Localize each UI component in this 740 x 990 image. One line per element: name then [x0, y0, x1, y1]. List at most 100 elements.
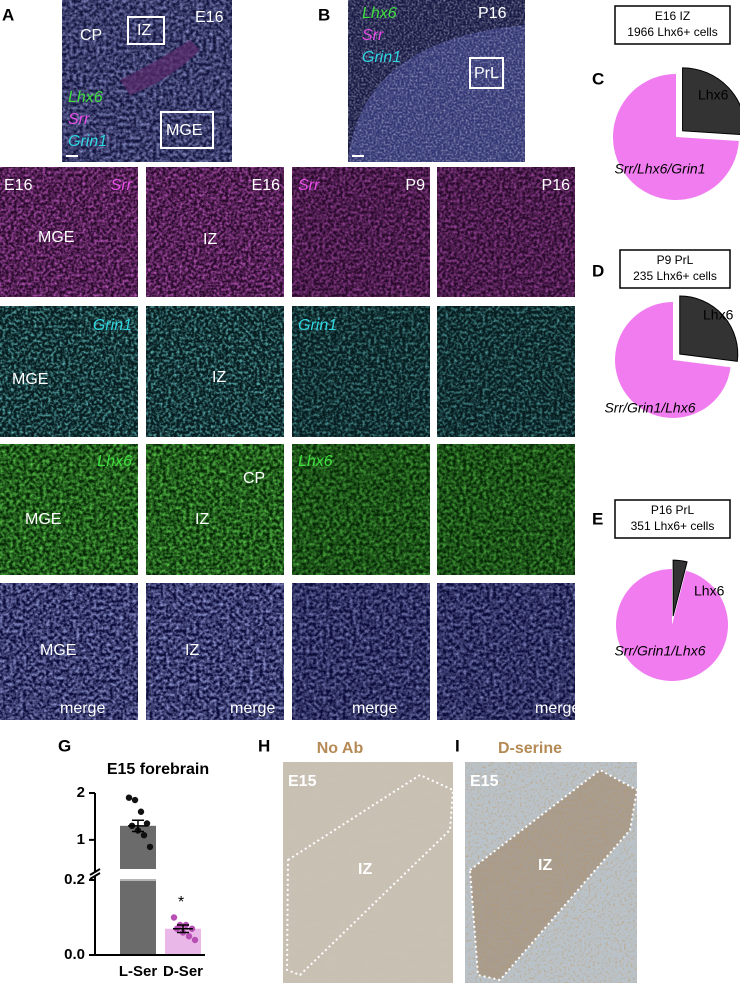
panel-letter: I	[455, 736, 460, 755]
label: IZ	[212, 369, 226, 386]
title-box	[619, 249, 731, 289]
chart-subtitle: 1966 Lhx6+ cells	[627, 25, 717, 39]
label: E15	[470, 773, 499, 790]
slice-label: Srr/Grin1/Lhx6	[614, 643, 705, 659]
label: merge	[60, 700, 105, 717]
label: IZ	[195, 511, 209, 528]
panel-a: CP IZ E16 Lhx6 Srr Grin1 MGE	[62, 0, 232, 162]
micrograph-texture	[292, 167, 430, 297]
label: Lhx6	[68, 89, 103, 106]
panel-letter: H	[258, 736, 270, 755]
charts: E16 IZ 1966 Lhx6+ cells Lhx6 Srr/Lhx6/Grin1…	[64, 5, 740, 980]
error-bar	[173, 924, 193, 934]
label: IZ	[358, 861, 372, 878]
micrograph-texture	[0, 306, 138, 437]
label: MGE	[166, 122, 202, 139]
label: PrL	[474, 65, 499, 82]
label: CP	[243, 470, 265, 487]
micrograph-texture	[0, 444, 138, 575]
micrograph-texture	[146, 167, 284, 297]
roi-box	[469, 57, 504, 89]
panel-letter: D	[592, 261, 604, 280]
label: MGE	[12, 371, 48, 388]
annotation: *	[178, 894, 184, 911]
stain-texture	[465, 762, 637, 983]
chart-title: P9 PrL	[657, 253, 694, 267]
micrograph-texture	[283, 762, 453, 983]
axis-break-gap	[89, 879, 209, 881]
y-tick-label: 2	[77, 784, 85, 801]
micrograph-texture	[348, 0, 525, 162]
label: MGE	[38, 229, 74, 246]
slice-label: Srr/Grin1/Lhx6	[604, 400, 695, 416]
micrograph-texture	[146, 583, 284, 720]
x-tick-label: D-Ser	[163, 963, 203, 980]
label: Srr	[298, 177, 320, 194]
pie-slice	[679, 295, 739, 362]
micrograph-texture	[437, 444, 575, 575]
data-point	[137, 808, 145, 815]
data-point	[125, 794, 133, 801]
label: P16	[478, 5, 507, 22]
label: merge	[230, 700, 275, 717]
chart-subtitle: 235 Lhx6+ cells	[633, 269, 717, 283]
panel-title: No Ab	[317, 740, 364, 757]
label: merge	[535, 700, 580, 717]
axis-break-gap	[89, 869, 209, 879]
label: Lhx6	[362, 5, 397, 22]
chart-title: E15 forebrain	[107, 761, 209, 778]
y-tick-label: 1	[77, 831, 85, 848]
chart-subtitle: 351 Lhx6+ cells	[631, 519, 715, 533]
panel-letter: G	[58, 736, 71, 755]
label: Grin1	[298, 317, 337, 334]
title-box	[614, 499, 731, 539]
y-tick-label: 0.2	[64, 871, 85, 888]
label: E16	[4, 177, 33, 194]
label: CP	[80, 27, 102, 44]
data-point	[185, 933, 193, 940]
title-box	[614, 5, 731, 45]
label: IZ	[185, 642, 199, 659]
panel-letter: E	[592, 509, 603, 528]
slice-label: Srr/Lhx6/Grin1	[614, 161, 705, 177]
label: IZ	[137, 22, 151, 39]
data-point	[170, 914, 178, 921]
panel-letter: B	[318, 5, 330, 24]
axis-break	[89, 868, 101, 876]
micrograph-texture	[292, 583, 430, 720]
data-point	[131, 796, 139, 804]
label: Lhx6	[97, 453, 132, 470]
panel-h: No Ab E15 IZ	[283, 740, 455, 983]
micrograph-texture	[437, 306, 575, 437]
micrograph-texture	[0, 583, 138, 720]
label: Grin1	[362, 49, 401, 66]
data-point	[146, 843, 154, 851]
pie-slice	[613, 74, 739, 200]
label: E16	[252, 177, 281, 194]
micrograph-texture	[0, 167, 138, 297]
data-point	[140, 831, 148, 839]
chart-title: P16 PrL	[651, 503, 695, 517]
slice-label: Lhx6	[698, 87, 729, 103]
label: IZ	[203, 231, 217, 248]
label: Srr	[111, 177, 133, 194]
iz-outline	[468, 768, 639, 982]
pie-slice	[615, 302, 731, 418]
label: Grin1	[93, 317, 132, 334]
panel-letter: A	[2, 5, 14, 24]
iz-outline	[285, 773, 455, 977]
panel-i: D-serine E15 IZ	[465, 740, 639, 983]
label: Srr	[362, 27, 384, 44]
pie-slice	[672, 559, 688, 617]
label: E16	[195, 9, 224, 26]
label: Srr	[68, 111, 90, 128]
label: P9	[405, 177, 425, 194]
panel-letter: C	[592, 69, 604, 88]
y-tick-label: 0.0	[64, 946, 85, 963]
roi-box	[127, 16, 165, 45]
micrograph-texture	[292, 306, 430, 437]
micrograph-texture	[146, 306, 284, 437]
micrograph-texture	[437, 583, 575, 720]
pie-slice	[616, 569, 729, 682]
